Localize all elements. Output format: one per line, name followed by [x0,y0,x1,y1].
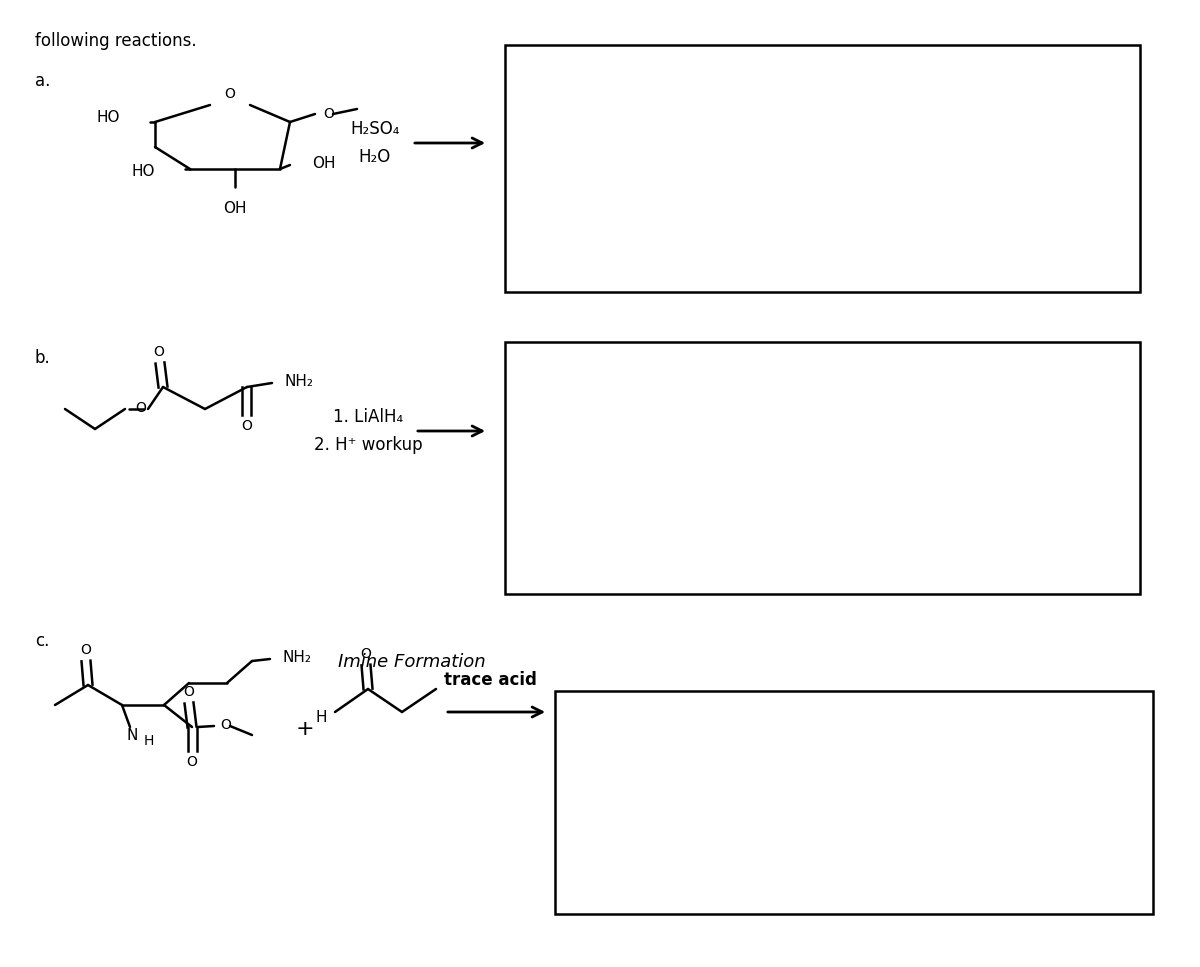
Text: +: + [295,719,314,739]
Text: N: N [126,727,138,743]
Text: O: O [224,87,235,101]
Text: O: O [154,345,164,359]
Text: O: O [80,643,91,657]
Text: HO: HO [132,163,155,179]
Text: H: H [316,711,326,725]
Text: H₂O: H₂O [359,148,391,166]
Text: following reactions.: following reactions. [35,32,197,50]
Bar [554,691,1153,914]
Bar [505,342,1140,594]
Text: OH: OH [223,201,247,216]
Text: NH₂: NH₂ [282,650,311,664]
Text: O: O [360,647,372,661]
Text: O: O [323,107,334,121]
Text: O: O [220,718,230,732]
Text: a.: a. [35,72,50,90]
Text: OH: OH [312,156,336,170]
Text: 2. H⁺ workup: 2. H⁺ workup [313,436,422,454]
Text: HO: HO [96,109,120,125]
Text: Imine Formation: Imine Formation [338,653,486,671]
Text: NH₂: NH₂ [284,373,314,389]
Text: H: H [144,734,155,748]
Text: trace acid: trace acid [444,671,536,689]
Text: O: O [184,685,194,699]
Bar [505,45,1140,292]
Text: O: O [241,419,252,433]
Text: c.: c. [35,632,49,650]
Text: O: O [134,401,146,415]
Text: O: O [186,755,198,769]
Text: b.: b. [35,349,50,367]
Text: H₂SO₄: H₂SO₄ [350,120,400,138]
Text: 1. LiAlH₄: 1. LiAlH₄ [332,408,403,426]
